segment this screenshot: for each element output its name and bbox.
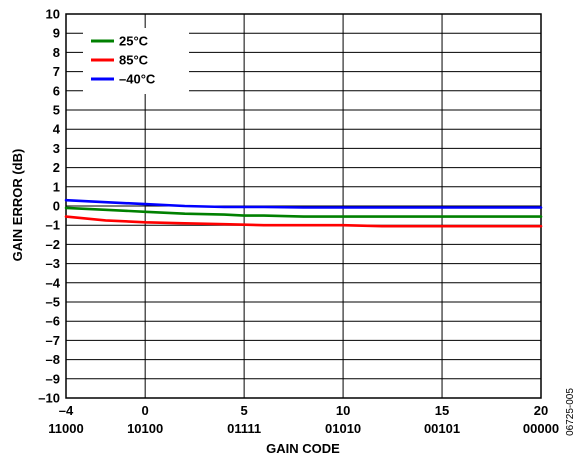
y-tick-label: –8 <box>46 352 60 367</box>
y-tick-label: –6 <box>46 314 60 329</box>
x-tick-code-label: 10100 <box>127 421 163 436</box>
y-tick-label: 1 <box>53 179 60 194</box>
y-tick-label: 0 <box>53 199 60 214</box>
x-tick-code-label: 01111 <box>227 421 261 436</box>
y-tick-label: –10 <box>38 391 60 406</box>
y-tick-label: 7 <box>53 64 60 79</box>
y-axis-title: GAIN ERROR (dB) <box>10 149 25 262</box>
y-tick-label: –5 <box>46 295 60 310</box>
series-layer <box>64 198 543 228</box>
x-tick-code-label: 00101 <box>424 421 460 436</box>
y-tick-label: 8 <box>53 45 60 60</box>
y-tick-label: –7 <box>46 333 60 348</box>
y-tick-label: 2 <box>53 160 60 175</box>
y-tick-label: –1 <box>46 218 60 233</box>
y-tick-label: –9 <box>46 371 60 386</box>
y-tick-label: 4 <box>53 122 61 137</box>
x-tick-label: 0 <box>142 403 149 418</box>
x-tick-code-label: 11000 <box>48 421 83 436</box>
series-line <box>64 206 543 218</box>
y-tick-label: 5 <box>53 103 60 118</box>
legend-label: –40°C <box>119 72 156 87</box>
y-tick-label: –2 <box>46 237 60 252</box>
x-axis-title: GAIN CODE <box>266 441 340 456</box>
legend-label: 85°C <box>119 53 149 68</box>
figure-id: 06725-005 <box>565 388 576 436</box>
x-tick-labels: –4 11000 0 10100 5 01111 10 01010 15 00101 20 00000 <box>48 403 559 436</box>
x-tick-label: 20 <box>534 403 548 418</box>
plot-frame <box>65 13 542 399</box>
y-tick-label: 6 <box>53 83 60 98</box>
legend: 25°C 85°C –40°C <box>83 28 189 94</box>
x-tick-code-label: 00000 <box>523 421 559 436</box>
y-tick-label: 10 <box>46 7 60 22</box>
x-tick-label: 5 <box>241 403 248 418</box>
y-tick-label: 3 <box>53 141 60 156</box>
x-tick-label: 10 <box>336 403 350 418</box>
x-tick-label: 15 <box>435 403 449 418</box>
x-tick-code-label: 01010 <box>325 421 361 436</box>
grid-lines <box>65 13 542 399</box>
legend-label: 25°C <box>119 34 149 49</box>
series-line <box>64 215 543 228</box>
y-tick-label: 9 <box>53 26 60 41</box>
x-tick-label: –4 <box>59 403 74 418</box>
y-tick-label: –3 <box>46 256 60 271</box>
y-tick-label: –4 <box>46 275 61 290</box>
series-line <box>64 198 543 209</box>
